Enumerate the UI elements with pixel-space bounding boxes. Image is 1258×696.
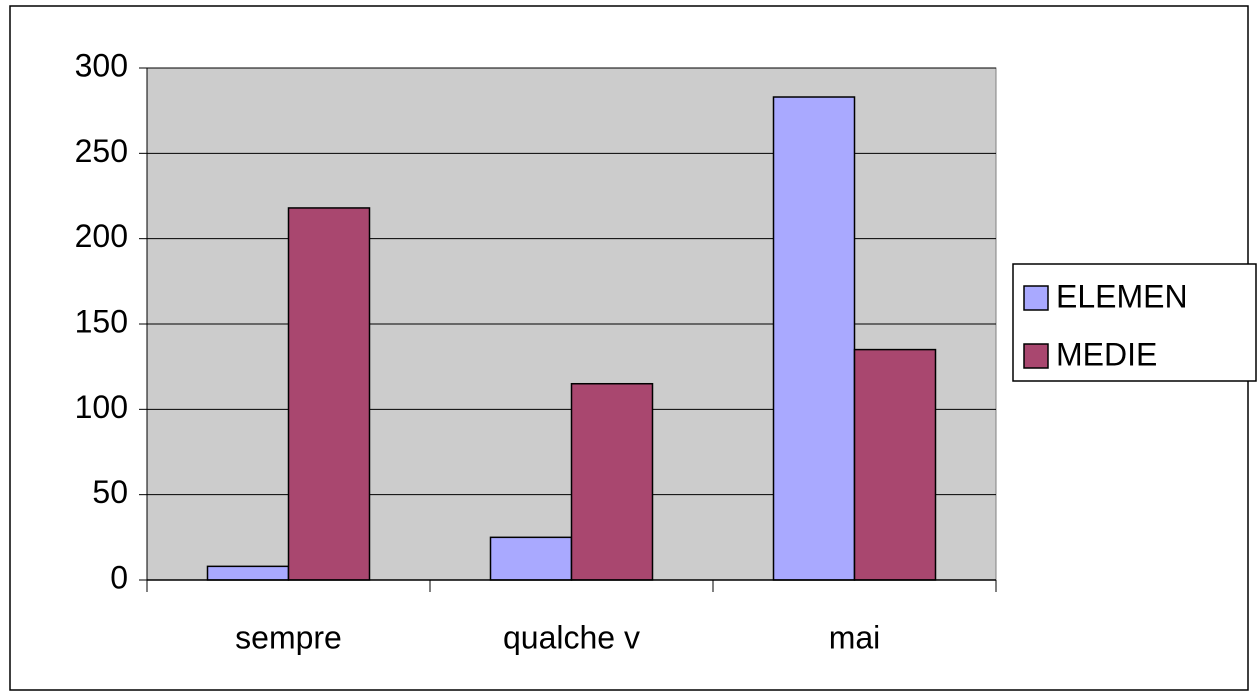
legend-label: MEDIE (1056, 336, 1157, 372)
y-tick-label: 250 (75, 133, 128, 169)
x-tick-label: sempre (235, 619, 342, 655)
legend-swatch (1023, 343, 1049, 369)
x-tick-label: qualche v (503, 619, 640, 655)
bar (853, 348, 937, 581)
y-tick-label: 200 (75, 218, 128, 254)
bar (489, 536, 573, 581)
legend (1012, 263, 1257, 382)
bar (206, 565, 290, 581)
y-tick-label: 100 (75, 389, 128, 425)
bar (570, 382, 654, 581)
y-tick-label: 50 (92, 474, 128, 510)
y-tick-label: 300 (75, 47, 128, 83)
x-tick-label: mai (829, 619, 881, 655)
y-tick-label: 150 (75, 303, 128, 339)
legend-swatch (1023, 285, 1049, 311)
legend-label: ELEMEN (1056, 278, 1188, 314)
legend-frame (1012, 263, 1257, 382)
y-tick-label: 0 (110, 559, 128, 595)
bar (287, 207, 371, 581)
bar (772, 96, 856, 581)
